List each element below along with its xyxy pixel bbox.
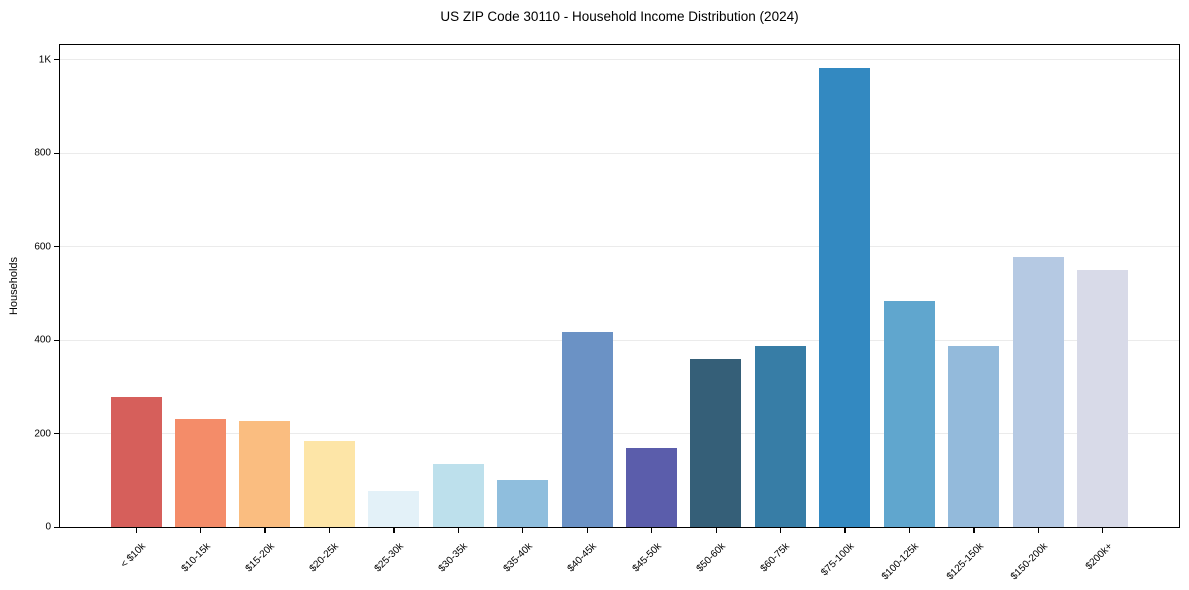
x-tick-label: $150-200k (995, 536, 1050, 582)
x-tick (780, 528, 782, 533)
y-tick-label: 200 (34, 428, 51, 440)
x-tick-label: $125-150k (931, 536, 986, 582)
bar-5 (368, 491, 420, 527)
bar-12 (819, 67, 871, 527)
x-tick (393, 528, 395, 533)
x-tick-label: $60-75k (748, 536, 792, 574)
x-tick-label-text: $25-30k (372, 541, 406, 575)
gridline (60, 152, 1179, 154)
y-tick (54, 526, 59, 528)
x-tick (200, 528, 202, 533)
bar-10 (690, 358, 742, 527)
bar-13 (883, 300, 935, 527)
x-tick (1037, 528, 1039, 533)
y-tick (54, 246, 59, 248)
y-tick-label: 400 (34, 334, 51, 346)
x-tick-label-text: $200k+ (1083, 541, 1115, 573)
x-tick-label-text: $75-100k (819, 541, 857, 579)
x-tick-label-text: $30-35k (436, 541, 471, 575)
gridline (60, 339, 1179, 341)
x-tick-label: $45-50k (620, 536, 663, 574)
x-tick (715, 528, 717, 533)
y-tick (54, 152, 59, 154)
y-tick-label: 600 (34, 241, 51, 253)
x-tick-label-text: $125-150k (944, 541, 986, 583)
y-tick-label: 0 (45, 521, 51, 533)
x-tick-label: $40-45k (555, 536, 599, 574)
y-tick-label: 800 (34, 147, 51, 159)
x-tick (586, 528, 588, 533)
y-tick (54, 59, 59, 61)
x-tick-label: $75-100k (807, 536, 857, 578)
x-tick-label: $50-60k (684, 536, 728, 574)
gridline (60, 246, 1179, 248)
y-tick-label: 1K (38, 54, 51, 66)
bar-3 (239, 420, 291, 527)
x-tick-label: $20-25k (297, 536, 341, 574)
x-tick-label-text: $20-25k (307, 541, 342, 575)
x-tick-label: $100-125k (866, 536, 921, 582)
x-tick-label: $30-35k (426, 536, 470, 574)
bar-8 (561, 332, 613, 527)
x-tick-label: $10-15k (169, 536, 212, 574)
x-tick-label-text: $10-15k (179, 541, 213, 575)
x-tick-label: $15-20k (233, 536, 277, 574)
x-tick-label: $35-40k (491, 536, 534, 574)
x-tick (328, 528, 331, 533)
x-tick-label-text: $60-75k (759, 541, 793, 575)
bar-6 (432, 464, 484, 527)
x-tick (522, 528, 524, 533)
bar-16 (1077, 269, 1129, 527)
bar-7 (497, 479, 549, 527)
chart-title: US ZIP Code 30110 - Household Income Dis… (440, 9, 799, 24)
x-tick (651, 528, 653, 533)
y-axis: 0 200 400 600 800 1K (0, 44, 59, 533)
x-tick (135, 528, 137, 533)
x-tick-label-text: < $10k (118, 541, 148, 571)
x-tick-label-text: $50-60k (694, 541, 728, 575)
x-tick (264, 528, 266, 533)
x-tick (908, 528, 911, 533)
x-tick (844, 528, 846, 533)
bar-15 (1012, 256, 1064, 527)
x-tick-label-text: $15-20k (243, 541, 277, 575)
bar-4 (303, 440, 355, 527)
plot-area (59, 44, 1180, 528)
bar-11 (754, 345, 806, 527)
bar-9 (626, 448, 678, 527)
y-tick (54, 433, 59, 435)
x-tick-label-text: $100-125k (880, 541, 922, 583)
x-tick-label: < $10k (110, 536, 148, 570)
x-tick (457, 528, 459, 533)
x-axis: < $10k $10-15k $15-20k $20-25k $25-30k $30-35… (59, 528, 1180, 590)
bar-1 (110, 397, 162, 527)
x-tick-label-text: $35-40k (501, 541, 535, 575)
gridline (60, 59, 1179, 61)
bar-14 (948, 345, 1000, 527)
x-tick-label-text: $150-200k (1008, 541, 1051, 583)
x-tick (973, 528, 975, 533)
x-tick-label: $25-30k (362, 536, 405, 574)
gridline (60, 433, 1179, 435)
x-tick (1102, 528, 1104, 533)
x-tick-label-text: $40-45k (565, 541, 600, 575)
bar-2 (174, 419, 226, 527)
x-tick-label: $200k+ (1074, 536, 1114, 572)
y-tick (54, 339, 59, 341)
x-tick-label-text: $45-50k (630, 541, 664, 575)
